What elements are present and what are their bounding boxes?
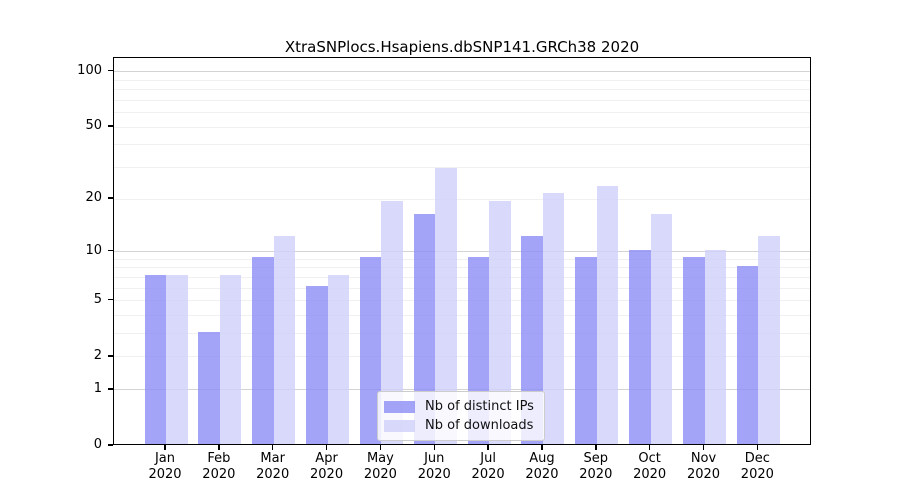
- minor-gridline: [114, 198, 810, 200]
- bar-distinct-ips-apr: [306, 286, 328, 444]
- bar-downloads-aug: [542, 193, 565, 444]
- minor-gridline: [114, 79, 810, 81]
- bar-distinct-ips-nov: [683, 257, 705, 444]
- minor-gridline: [114, 89, 810, 91]
- bar-distinct-ips-mar: [252, 257, 274, 444]
- minor-gridline: [114, 258, 810, 260]
- minor-gridline: [114, 99, 810, 101]
- bar-distinct-ips-feb: [198, 331, 220, 444]
- minor-gridline: [114, 333, 810, 335]
- y-tick-label: 0: [93, 437, 102, 452]
- bar-distinct-ips-jan: [144, 275, 166, 444]
- bar-distinct-ips-oct: [629, 249, 651, 444]
- y-tick-label: 100: [77, 62, 102, 78]
- y-tick: [108, 355, 113, 357]
- x-tick-label-jul: Jul 2020: [471, 451, 505, 482]
- x-tick-label-aug: Aug 2020: [525, 451, 559, 482]
- minor-gridline: [114, 356, 810, 358]
- minor-gridline: [114, 287, 810, 289]
- x-tick-label-oct: Oct 2020: [633, 451, 667, 482]
- plot-area: [113, 57, 811, 445]
- x-tick-label-sep: Sep 2020: [579, 451, 613, 482]
- y-tick: [108, 298, 113, 301]
- minor-gridline: [114, 314, 810, 316]
- y-tick-label: 10: [85, 242, 102, 258]
- bar-distinct-ips-may: [359, 257, 382, 444]
- x-tick: [756, 445, 759, 450]
- major-gridline: [114, 71, 810, 73]
- bar-downloads-jun: [435, 168, 457, 444]
- y-tick: [108, 388, 113, 390]
- x-tick-label-jun: Jun 2020: [417, 451, 451, 482]
- minor-gridline: [114, 166, 810, 168]
- x-tick: [379, 445, 382, 450]
- legend-swatch-downloads: [384, 419, 415, 432]
- bar-downloads-apr: [327, 275, 350, 444]
- major-gridline: [114, 389, 810, 391]
- legend-item-distinct-ips: Nb of distinct IPs: [384, 397, 534, 416]
- x-tick-label-nov: Nov 2020: [686, 451, 721, 482]
- x-tick-label-mar: Mar 2020: [256, 451, 290, 482]
- y-tick-label: 50: [85, 118, 102, 134]
- y-tick: [108, 69, 113, 72]
- y-tick: [108, 249, 113, 252]
- bar-downloads-may: [381, 201, 403, 444]
- x-tick: [648, 445, 651, 450]
- x-tick: [433, 445, 435, 450]
- bar-distinct-ips-dec: [736, 265, 759, 444]
- x-tick: [595, 445, 597, 450]
- legend-label-distinct-ips: Nb of distinct IPs: [425, 399, 534, 414]
- bar-distinct-ips-sep: [575, 257, 597, 444]
- x-tick: [325, 445, 328, 450]
- y-tick-label: 2: [93, 347, 102, 363]
- minor-gridline: [114, 126, 810, 128]
- x-tick-label-feb: Feb 2020: [202, 451, 236, 482]
- bar-downloads-oct: [650, 214, 673, 444]
- y-tick-label: 5: [93, 291, 102, 307]
- x-tick: [271, 445, 274, 450]
- major-gridline: [114, 251, 810, 253]
- bar-downloads-feb: [219, 275, 242, 444]
- minor-gridline: [114, 276, 810, 278]
- bar-downloads-jan: [166, 275, 188, 444]
- x-tick: [487, 445, 489, 450]
- minor-gridline: [114, 267, 810, 269]
- chart-title: XtraSNPlocs.Hsapiens.dbSNP141.GRCh38 202…: [284, 38, 640, 56]
- bar-downloads-sep: [596, 186, 619, 444]
- minor-gridline: [114, 112, 810, 114]
- y-tick: [108, 444, 113, 446]
- legend-item-downloads: Nb of downloads: [384, 416, 534, 435]
- bar-distinct-ips-jun: [413, 214, 436, 444]
- legend-label-downloads: Nb of downloads: [425, 418, 534, 433]
- x-tick-label-apr: Apr 2020: [310, 451, 344, 482]
- x-tick: [218, 445, 220, 450]
- y-tick-label: 20: [85, 190, 102, 206]
- bar-downloads-dec: [758, 235, 780, 444]
- x-tick-label-dec: Dec 2020: [740, 451, 774, 482]
- y-tick: [108, 125, 113, 127]
- x-tick: [702, 445, 705, 450]
- x-tick-label-may: May 2020: [363, 451, 397, 482]
- bar-downloads-nov: [704, 249, 726, 444]
- y-tick-label: 1: [93, 380, 102, 396]
- x-tick: [164, 445, 166, 450]
- minor-gridline: [114, 300, 810, 302]
- legend-swatch-distinct-ips: [384, 400, 415, 413]
- minor-gridline: [114, 144, 810, 146]
- x-tick-label-jan: Jan 2020: [148, 451, 182, 482]
- y-tick: [108, 197, 113, 199]
- x-tick: [541, 445, 543, 450]
- legend: Nb of distinct IPs Nb of downloads: [377, 391, 545, 441]
- bar-downloads-mar: [273, 235, 296, 444]
- bar-downloads-jul: [489, 201, 511, 444]
